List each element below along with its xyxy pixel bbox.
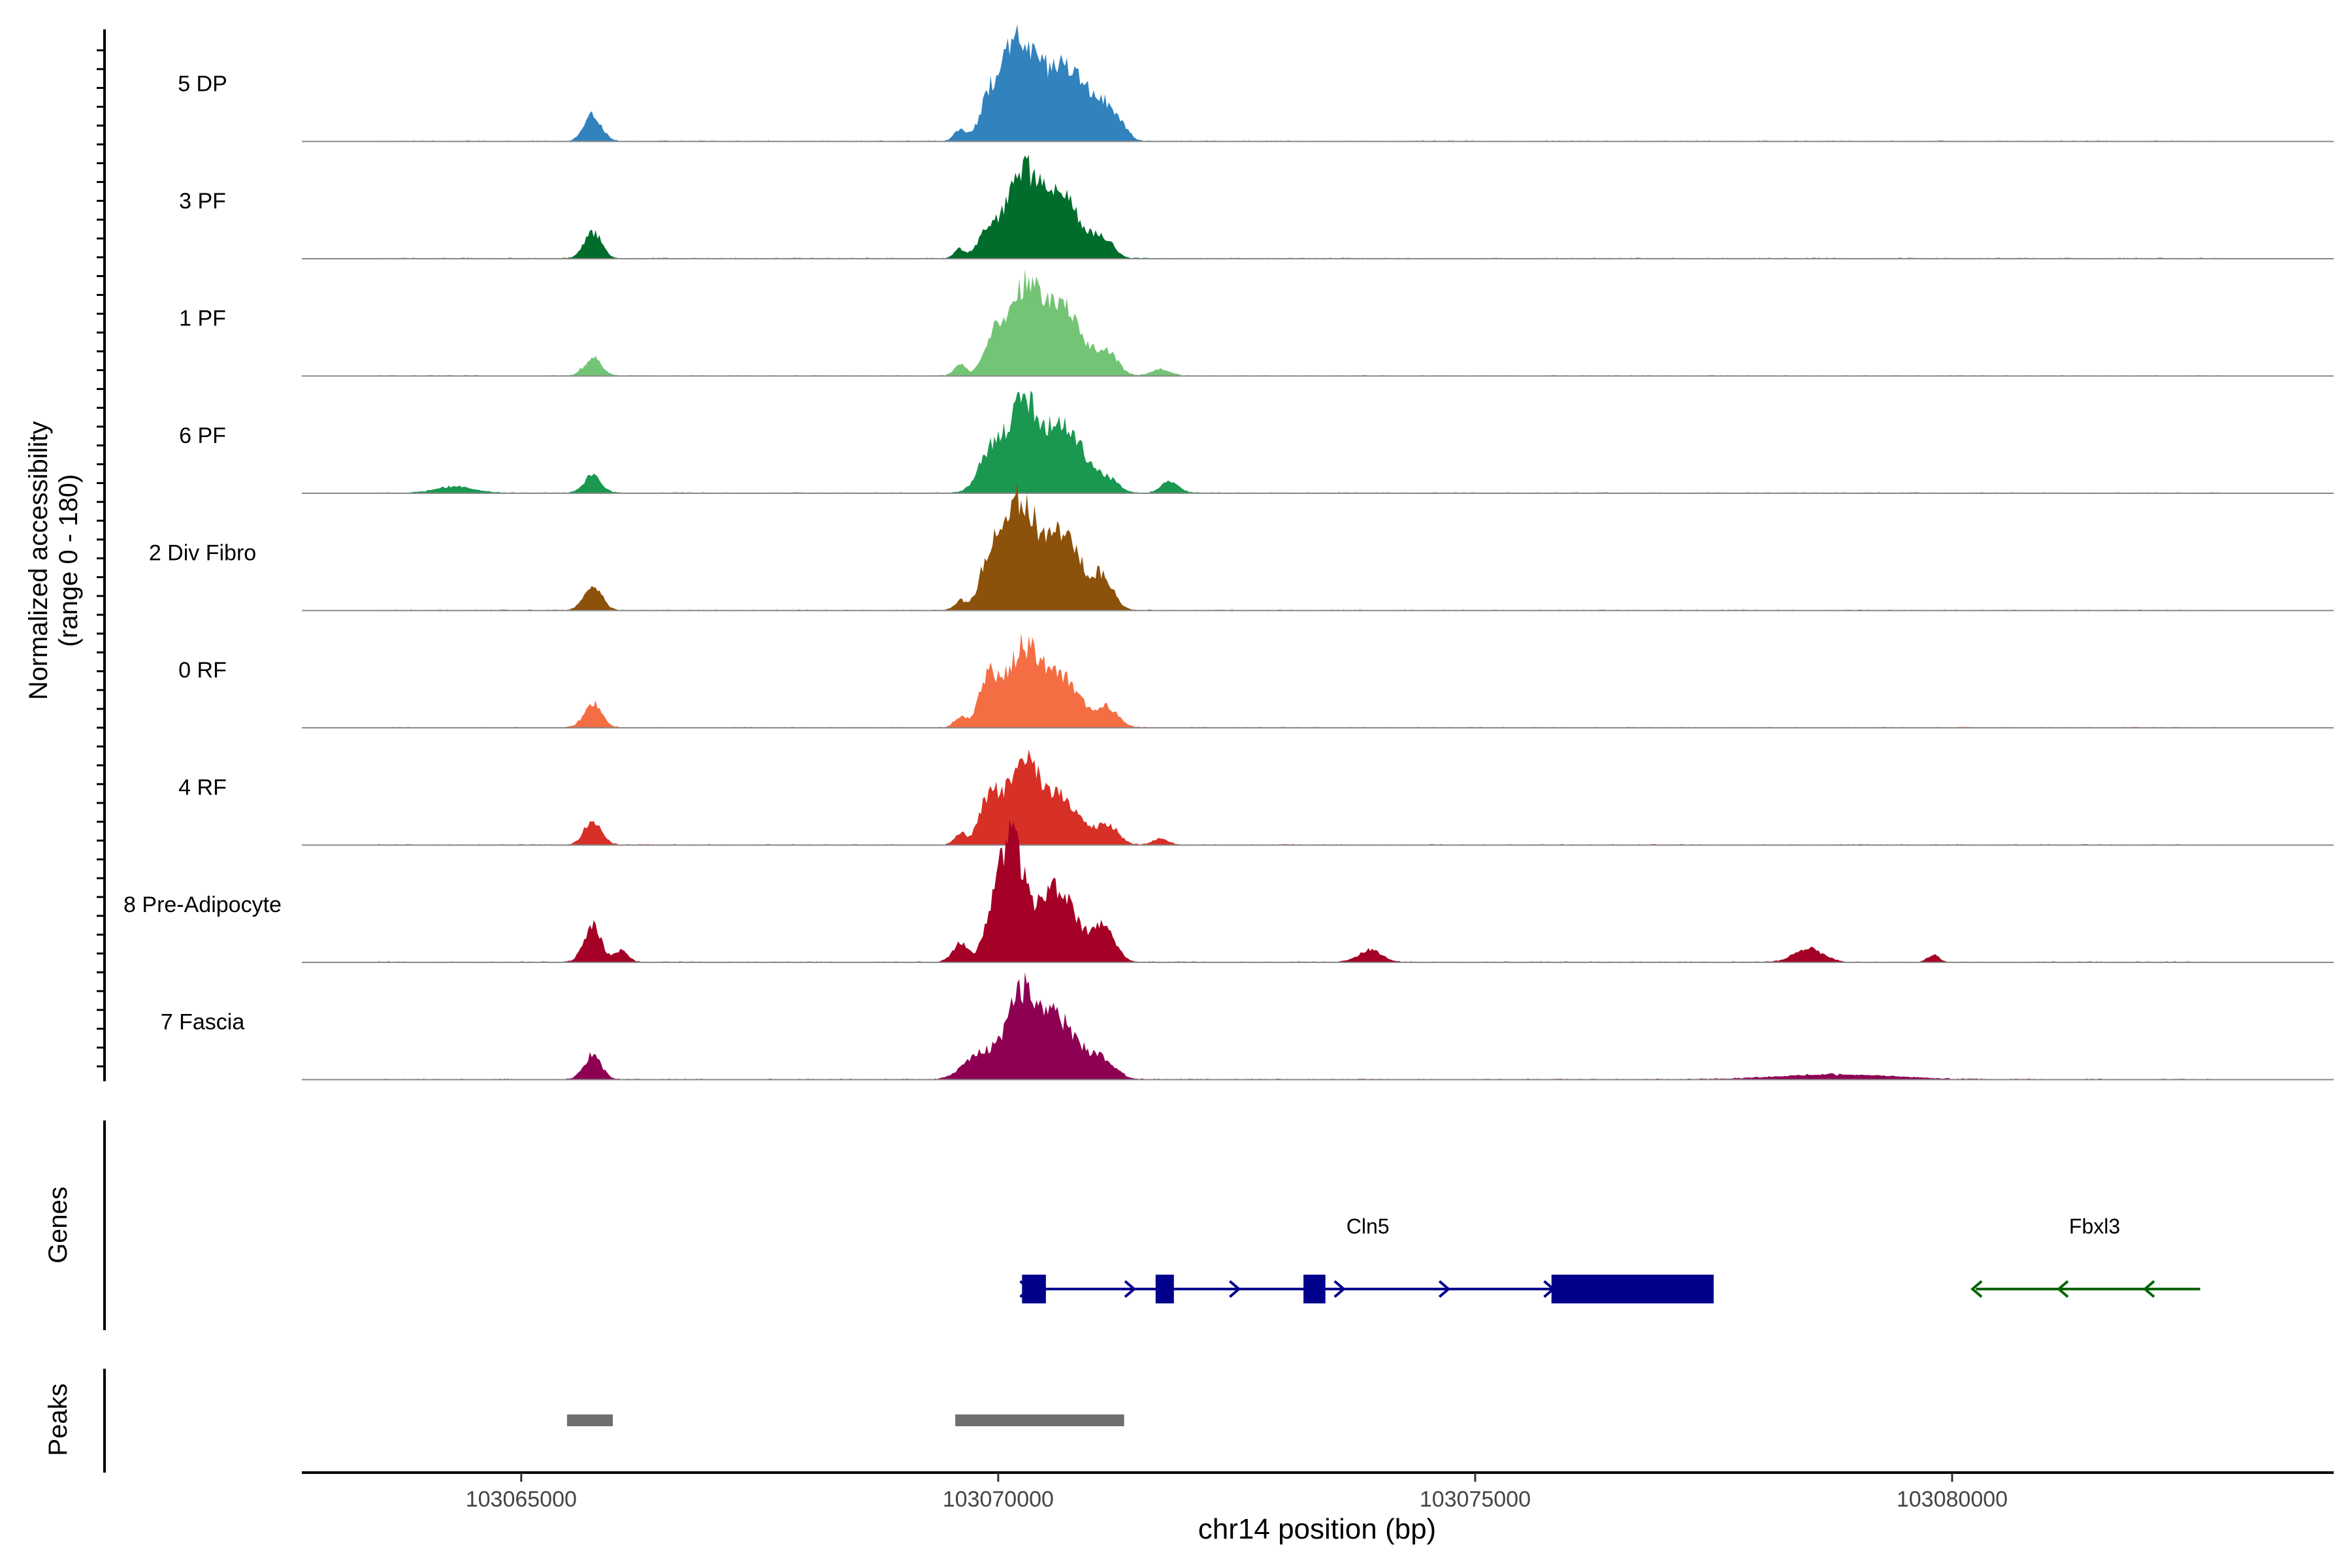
track-label-7-fascia: 7 Fascia	[161, 1010, 245, 1035]
x-axis-ticks: 103065000 103070000 103075000 103080000	[466, 1473, 2008, 1512]
strand-arrow-icon	[2142, 1280, 2155, 1298]
peak-region-bar	[955, 1414, 1124, 1426]
x-axis-title: chr14 position (bp)	[1198, 1513, 1436, 1545]
coverage-area-4-rf	[378, 749, 2219, 845]
track-label-3-pf: 3 PF	[179, 189, 226, 214]
coverage-area-3-pf	[378, 154, 2219, 259]
track-labels: 5 DP 3 PF 1 PF 6 PF 2 Div Fibro 0 RF 4 RF 8 Pre…	[123, 72, 282, 1035]
track-label-0-rf: 0 RF	[178, 658, 227, 683]
x-tick-label: 103080000	[1897, 1487, 2008, 1512]
track-label-2-div-fibro: 2 Div Fibro	[149, 541, 256, 566]
track-label-8-pre-adipocyte: 8 Pre-Adipocyte	[123, 892, 282, 917]
gene-annotations: Cln5 Fbxl3	[1019, 1215, 2200, 1303]
strand-arrow-icon	[1333, 1280, 1346, 1298]
strand-arrow-icon	[1229, 1280, 1241, 1298]
coverage-area-2-div-fibro	[378, 482, 2219, 611]
exon-cln5	[1022, 1275, 1046, 1303]
track-label-6-pf: 6 PF	[179, 423, 226, 448]
coverage-area-5-dp	[378, 24, 2219, 142]
gene-label-cln5: Cln5	[1347, 1215, 1390, 1238]
genes-panel-label: Genes	[44, 1186, 73, 1264]
coverage-area-1-pf	[378, 269, 2219, 376]
coverage-area-0-rf	[378, 633, 2219, 728]
gene-label-fbxl3: Fbxl3	[2069, 1215, 2120, 1238]
peak-regions	[566, 1414, 1124, 1426]
coverage-area-6-pf	[378, 390, 2219, 493]
strand-arrow-icon	[2056, 1280, 2069, 1298]
x-tick-label: 103075000	[1420, 1487, 1531, 1512]
x-tick-label: 103065000	[466, 1487, 577, 1512]
peak-region-bar	[566, 1414, 613, 1426]
exon-cln5	[1303, 1275, 1326, 1303]
coverage-area-8-pre-adipocyte	[378, 819, 2219, 962]
exon-cln5	[1551, 1275, 1714, 1303]
peaks-panel-label: Peaks	[44, 1383, 73, 1456]
coverage-tracks	[302, 24, 2334, 1081]
track-label-5-dp: 5 DP	[178, 72, 227, 97]
strand-arrow-icon	[1124, 1280, 1137, 1298]
strand-arrow-icon	[1438, 1280, 1451, 1298]
track-label-4-rf: 4 RF	[178, 776, 227, 800]
coverage-y-axis	[97, 29, 106, 1081]
track-label-1-pf: 1 PF	[179, 306, 226, 331]
coverage-y-axis-title-line2: (range 0 - 180)	[54, 474, 83, 647]
coverage-y-axis-title-line1: Normalized accessibility	[24, 421, 53, 700]
exon-cln5	[1155, 1275, 1174, 1303]
x-tick-label: 103070000	[943, 1487, 1054, 1512]
coverage-area-7-fascia	[378, 972, 2219, 1080]
strand-arrow-icon	[1970, 1280, 1983, 1298]
